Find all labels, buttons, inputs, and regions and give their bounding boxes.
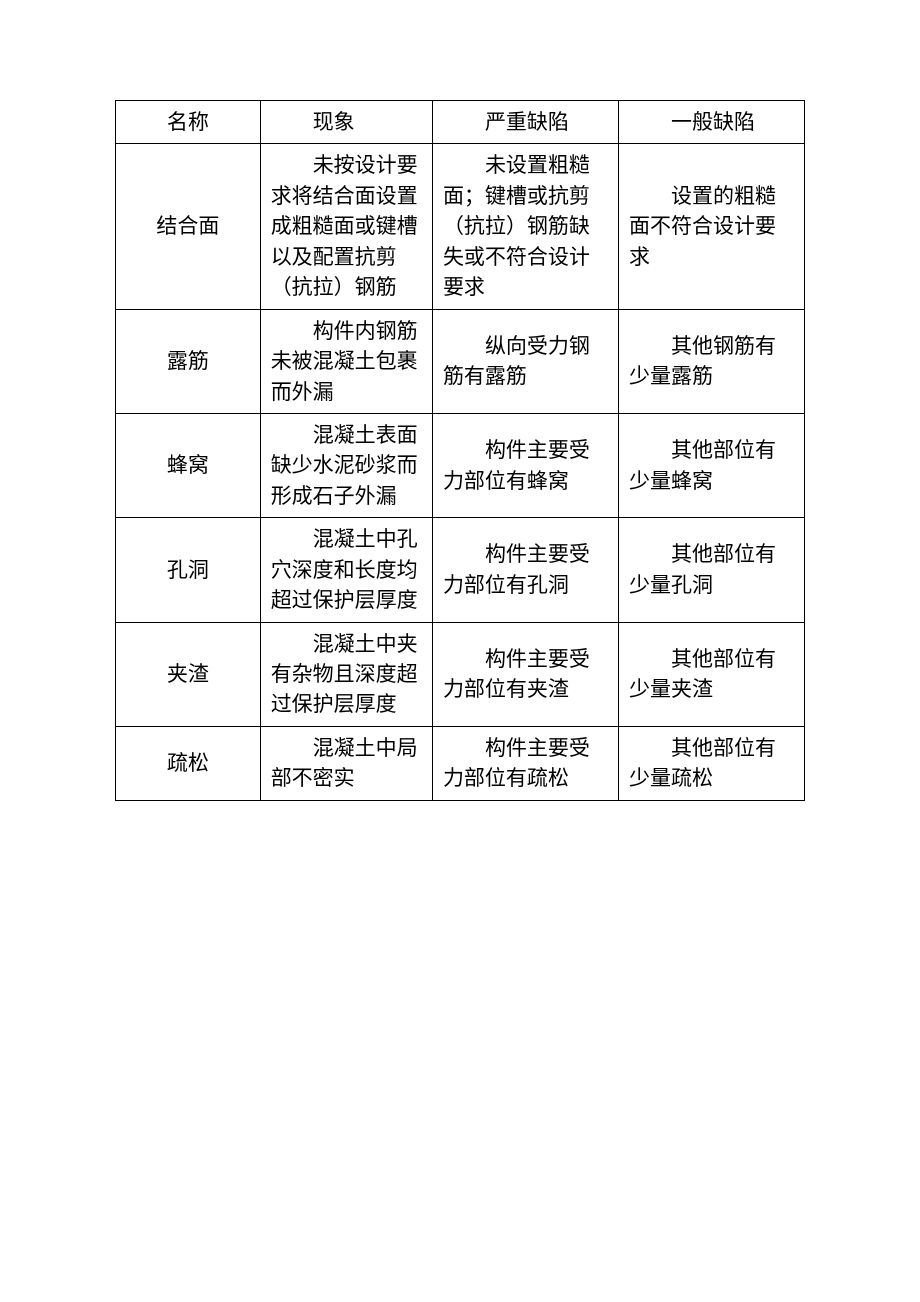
cell-severe: 构件主要受力部位有蜂窝 — [432, 413, 618, 517]
table-row: 疏松 混凝土中局部不密实 构件主要受力部位有疏松 其他部位有少量疏松 — [116, 726, 805, 800]
cell-severe: 未设置粗糙面；键槽或抗剪（抗拉）钢筋缺失或不符合设计要求 — [432, 144, 618, 309]
cell-name: 夹渣 — [116, 622, 261, 726]
cell-severe: 纵向受力钢筋有露筋 — [432, 309, 618, 413]
cell-severe: 构件主要受力部位有孔洞 — [432, 518, 618, 622]
header-severe: 严重缺陷 — [432, 101, 618, 144]
cell-general: 其他钢筋有少量露筋 — [618, 309, 804, 413]
defect-classification-table: 名称 现象 严重缺陷 一般缺陷 结合面 未按设计要求将结合面设置成粗糙面或键槽以… — [115, 100, 805, 801]
header-name: 名称 — [116, 101, 261, 144]
table-row: 孔洞 混凝土中孔穴深度和长度均超过保护层厚度 构件主要受力部位有孔洞 其他部位有… — [116, 518, 805, 622]
cell-name: 结合面 — [116, 144, 261, 309]
table-row: 蜂窝 混凝土表面缺少水泥砂浆而形成石子外漏 构件主要受力部位有蜂窝 其他部位有少… — [116, 413, 805, 517]
cell-phenomenon: 构件内钢筋未被混凝土包裹而外漏 — [260, 309, 432, 413]
header-general: 一般缺陷 — [618, 101, 804, 144]
cell-name: 露筋 — [116, 309, 261, 413]
cell-name: 孔洞 — [116, 518, 261, 622]
cell-general: 其他部位有少量夹渣 — [618, 622, 804, 726]
cell-phenomenon: 未按设计要求将结合面设置成粗糙面或键槽以及配置抗剪（抗拉）钢筋 — [260, 144, 432, 309]
cell-severe: 构件主要受力部位有疏松 — [432, 726, 618, 800]
table-row: 露筋 构件内钢筋未被混凝土包裹而外漏 纵向受力钢筋有露筋 其他钢筋有少量露筋 — [116, 309, 805, 413]
cell-phenomenon: 混凝土中夹有杂物且深度超过保护层厚度 — [260, 622, 432, 726]
cell-phenomenon: 混凝土中孔穴深度和长度均超过保护层厚度 — [260, 518, 432, 622]
cell-general: 其他部位有少量孔洞 — [618, 518, 804, 622]
cell-general: 其他部位有少量蜂窝 — [618, 413, 804, 517]
table-body: 名称 现象 严重缺陷 一般缺陷 结合面 未按设计要求将结合面设置成粗糙面或键槽以… — [116, 101, 805, 801]
table-header-row: 名称 现象 严重缺陷 一般缺陷 — [116, 101, 805, 144]
table-row: 结合面 未按设计要求将结合面设置成粗糙面或键槽以及配置抗剪（抗拉）钢筋 未设置粗… — [116, 144, 805, 309]
cell-name: 蜂窝 — [116, 413, 261, 517]
cell-general: 设置的粗糙面不符合设计要求 — [618, 144, 804, 309]
header-phenomenon: 现象 — [260, 101, 432, 144]
cell-phenomenon: 混凝土中局部不密实 — [260, 726, 432, 800]
cell-phenomenon: 混凝土表面缺少水泥砂浆而形成石子外漏 — [260, 413, 432, 517]
cell-general: 其他部位有少量疏松 — [618, 726, 804, 800]
cell-severe: 构件主要受力部位有夹渣 — [432, 622, 618, 726]
cell-name: 疏松 — [116, 726, 261, 800]
table-row: 夹渣 混凝土中夹有杂物且深度超过保护层厚度 构件主要受力部位有夹渣 其他部位有少… — [116, 622, 805, 726]
